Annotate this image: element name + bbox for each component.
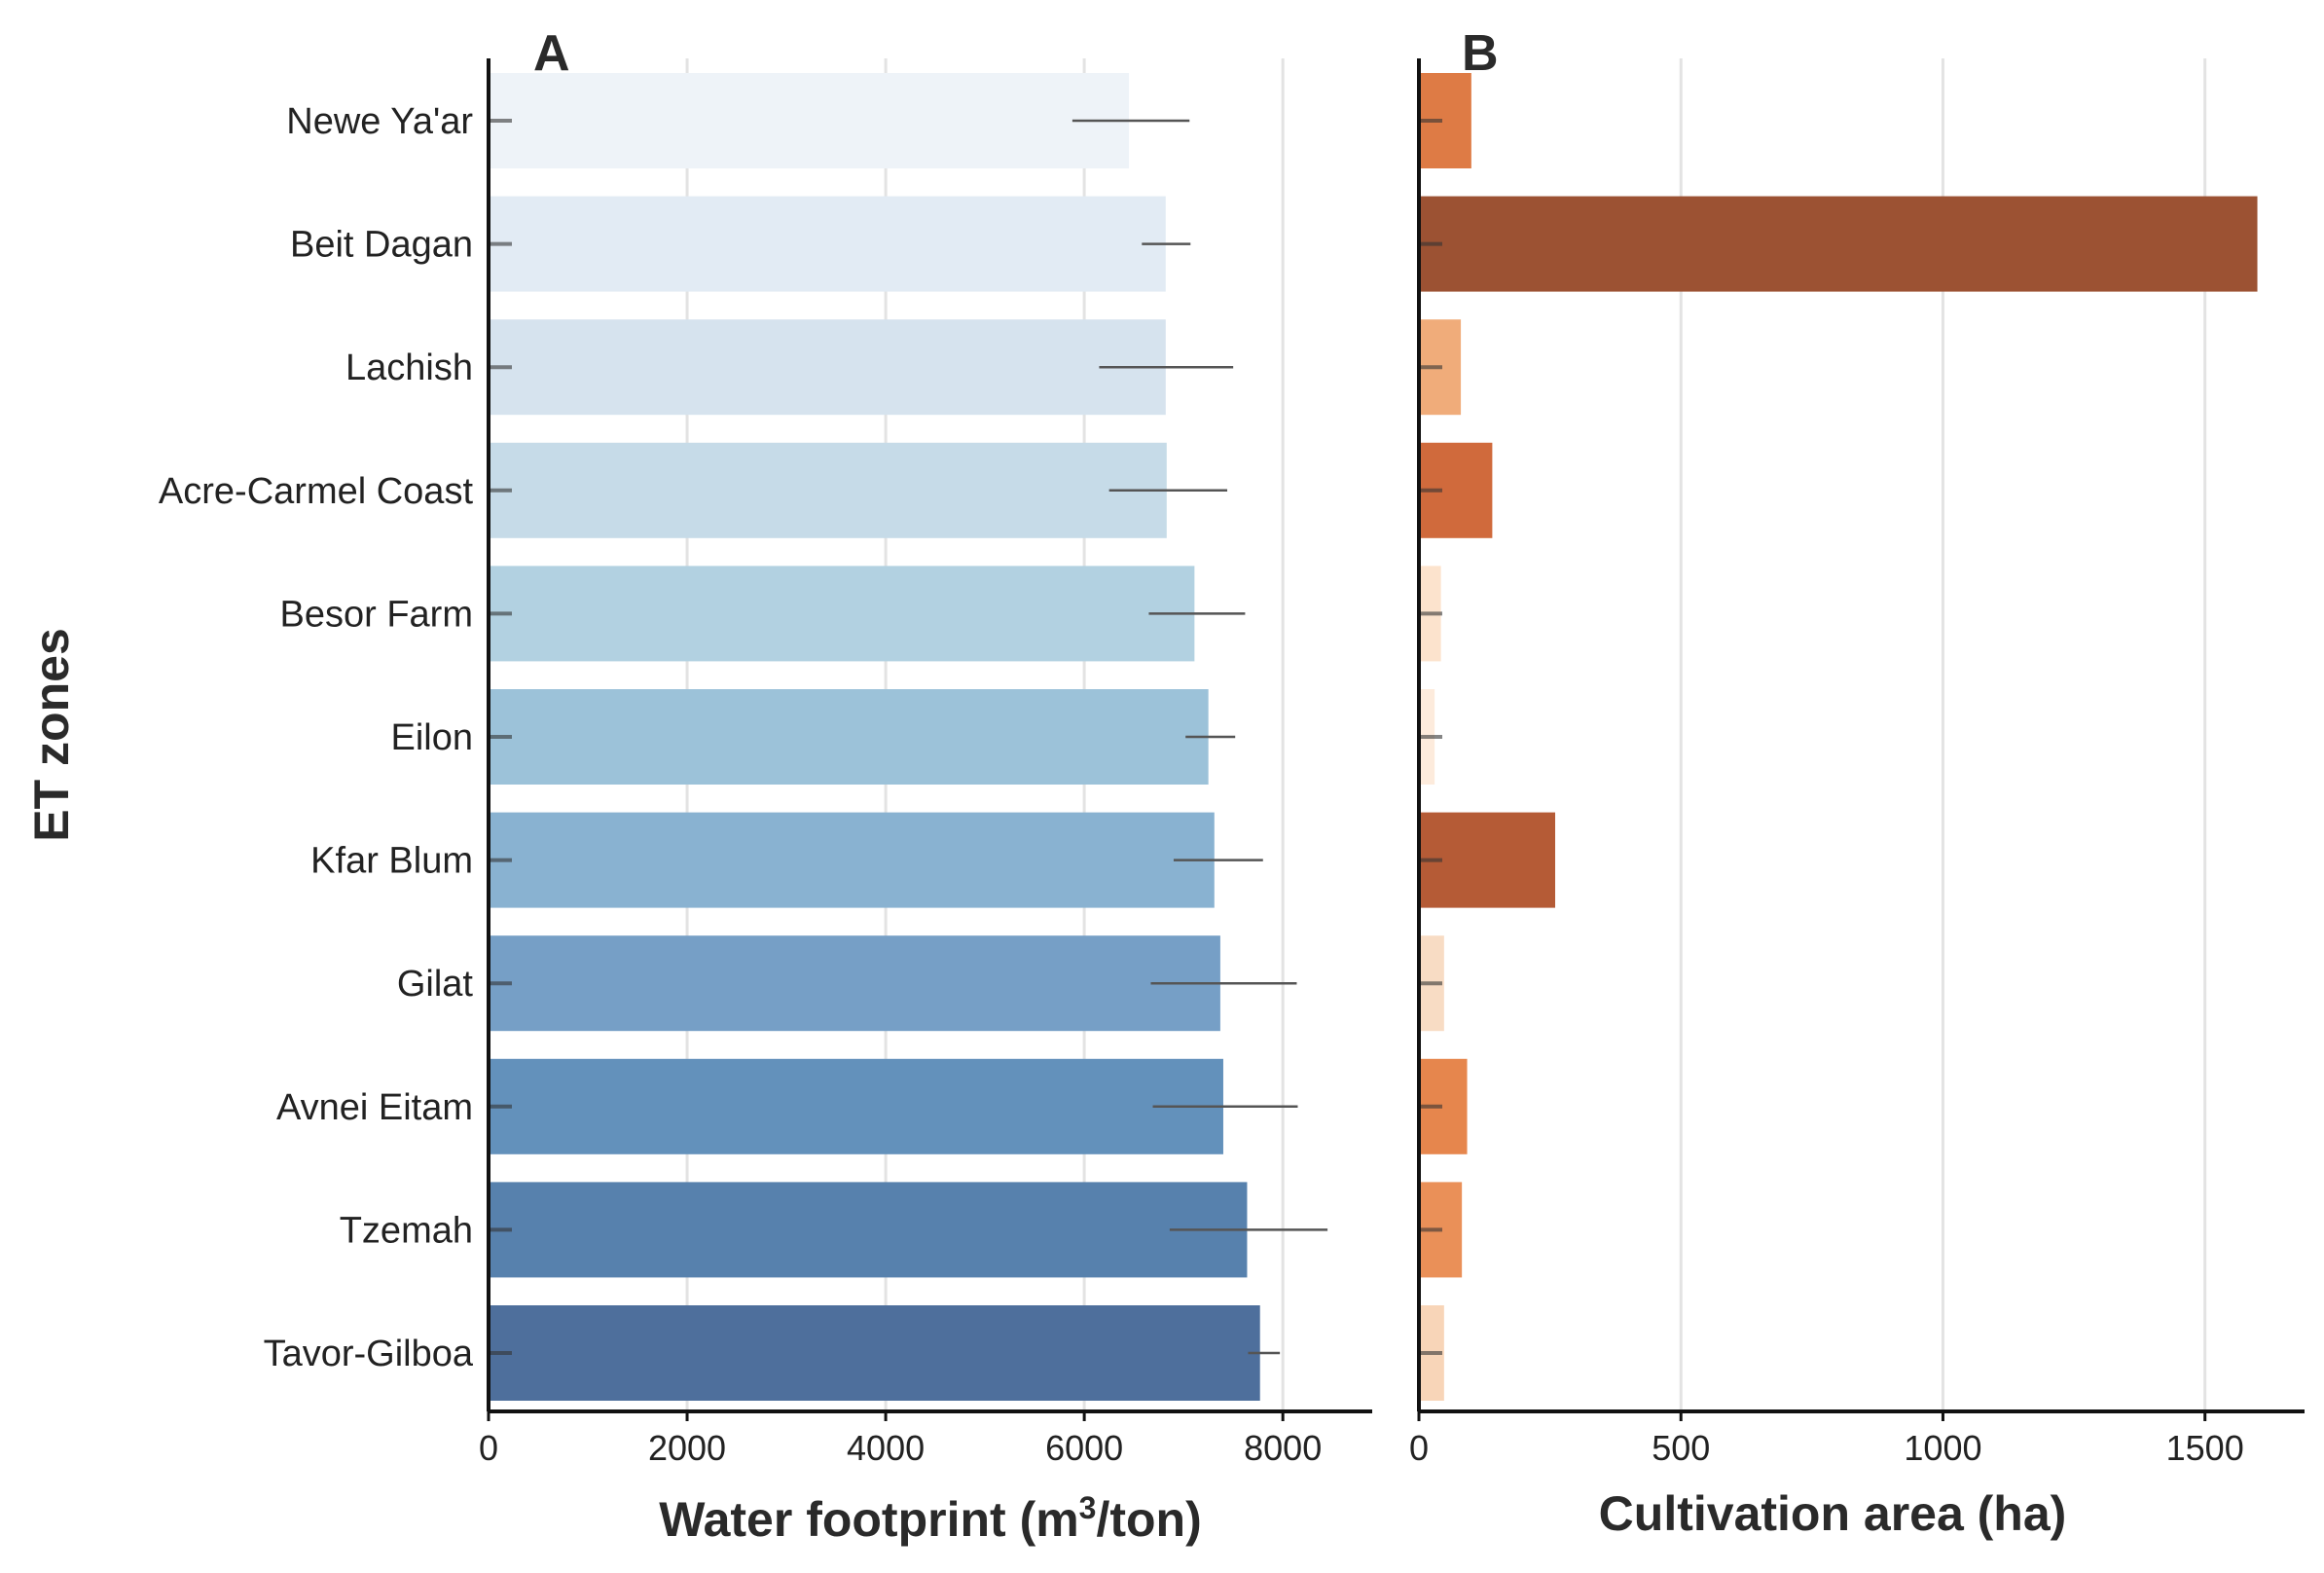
x-tick-label: 1000 (1904, 1428, 1981, 1468)
panel-a: 0 2000 4000 6000 8000 A (479, 25, 1372, 1468)
category-label-avnei-eitam: Avnei Eitam (276, 1087, 473, 1128)
category-label-lachish: Lachish (345, 348, 473, 388)
bar-lachish (490, 319, 1166, 416)
category-label-tzemah: Tzemah (340, 1210, 473, 1251)
panel-letter: A (533, 25, 570, 82)
bar-tavor-gilboa (490, 1305, 1260, 1401)
x-tick-label: 6000 (1045, 1428, 1123, 1468)
x-tick-label: 8000 (1244, 1428, 1322, 1468)
category-label-newe-ya-ar: Newe Ya'ar (286, 101, 473, 142)
bar-tzemah (490, 1182, 1248, 1278)
category-label-gilat: Gilat (397, 964, 474, 1005)
shared-labels: Newe Ya'ar Beit Dagan Lachish Acre-Carmel C… (24, 101, 2066, 1547)
x-axis-title-b: Cultivation area (ha) (1599, 1486, 2067, 1541)
bar-newe-ya-ar (490, 73, 1130, 168)
bar-gilat (490, 935, 1220, 1032)
x-tick-label: 0 (1409, 1428, 1429, 1468)
x-axis-title-a: Water footprint (m3/ton) (659, 1490, 1202, 1547)
x-tick-label: 2000 (648, 1428, 726, 1468)
x-axis-title-a-end: /ton) (1096, 1492, 1201, 1547)
bar-beit-dagan (490, 196, 1166, 292)
bar-avnei-eitam (490, 1058, 1223, 1154)
x-axis-title-a-main: Water footprint (m (659, 1492, 1078, 1547)
bar-eilon (490, 689, 1209, 785)
category-label-tavor-gilboa: Tavor-Gilboa (264, 1334, 474, 1374)
category-label-eilon: Eilon (391, 717, 474, 758)
category-label-acre-carmel-coast: Acre-Carmel Coast (159, 471, 474, 512)
panel-letter: B (1462, 25, 1499, 82)
x-tick-label: 0 (479, 1428, 498, 1468)
x-tick-label: 1500 (2166, 1428, 2244, 1468)
category-label-besor-farm: Besor Farm (280, 594, 473, 635)
bar-kfar-blum (1421, 812, 1555, 908)
category-label-beit-dagan: Beit Dagan (290, 225, 473, 266)
bar-besor-farm (490, 566, 1195, 662)
panel-b: 0 500 1000 1500 B (1409, 25, 2305, 1468)
x-tick-label: 4000 (847, 1428, 925, 1468)
bar-beit-dagan (1421, 196, 2258, 292)
category-label-kfar-blum: Kfar Blum (310, 841, 473, 882)
y-axis-title: ET zones (24, 628, 79, 841)
x-axis-title-a-sup: 3 (1079, 1490, 1097, 1525)
x-tick-label: 500 (1652, 1428, 1710, 1468)
bar-acre-carmel-coast (490, 442, 1167, 538)
bar-kfar-blum (490, 812, 1215, 908)
